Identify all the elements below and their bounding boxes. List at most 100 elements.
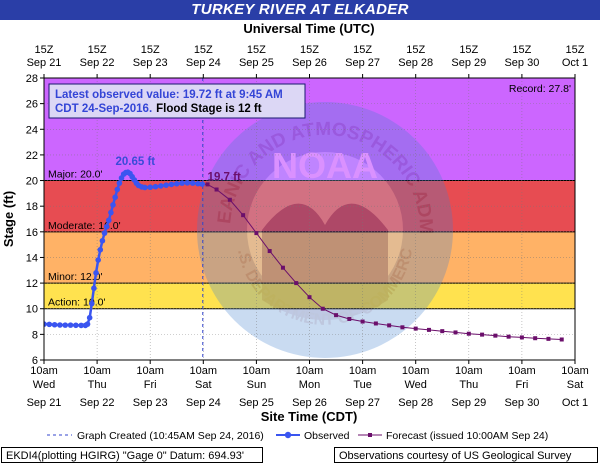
top-tick-time: 15Z — [247, 44, 266, 56]
forecast-point — [453, 330, 458, 335]
bottom-tick-dow: Wed — [33, 379, 55, 391]
bottom-tick-date: Sep 21 — [27, 397, 62, 409]
top-tick-date: Sep 25 — [239, 57, 274, 69]
bottom-tick-time: 10am — [455, 365, 483, 377]
band-label-action: Action: 10.0' — [48, 297, 105, 309]
bottom-tick-time: 10am — [83, 365, 111, 377]
top-tick-date: Sep 24 — [186, 57, 221, 69]
top-tick-date: Sep 27 — [345, 57, 380, 69]
forecast-point — [267, 249, 272, 254]
bottom-tick-time: 10am — [243, 365, 271, 377]
forecast-point — [413, 326, 418, 331]
forecast-point — [506, 334, 511, 339]
forecast-point — [387, 323, 392, 328]
top-tick-time: 15Z — [300, 44, 319, 56]
info-box-frame — [48, 83, 306, 119]
forecast-point — [205, 182, 210, 187]
forecast-point — [493, 333, 498, 338]
forecast-point — [294, 281, 299, 286]
y-tick-label: 12 — [26, 278, 38, 290]
top-axis-label: Universal Time (UTC) — [243, 21, 374, 36]
y-tick-label: 8 — [32, 329, 38, 341]
forecast-series — [200, 182, 564, 342]
y-tick-label: 22 — [26, 150, 38, 162]
annotation-label: 20.65 ft — [116, 156, 156, 168]
forecast-point — [227, 197, 232, 202]
forecast-point — [347, 316, 352, 321]
watermark-inner-circle — [247, 152, 403, 308]
forecast-point — [546, 336, 551, 341]
legend-observed-marker — [284, 431, 292, 439]
chart-title: TURKEY RIVER AT ELKADER — [191, 1, 409, 18]
top-tick-time: 15Z — [353, 44, 372, 56]
bottom-tick-date: Sep 28 — [398, 397, 433, 409]
top-tick-time: 15Z — [141, 44, 160, 56]
bottom-tick-date: Sep 24 — [186, 397, 221, 409]
bottom-tick-date: Sep 25 — [239, 397, 274, 409]
forecast-point — [400, 325, 405, 330]
forecast-point — [334, 313, 339, 318]
band-label-major: Major: 20.0' — [48, 169, 103, 181]
forecast-point — [241, 213, 246, 218]
bottom-tick-time: 10am — [190, 365, 218, 377]
top-tick-time: 15Z — [88, 44, 107, 56]
x-axis-label: Site Time (CDT) — [261, 409, 358, 424]
bottom-tick-dow: Fri — [515, 379, 528, 391]
bottom-tick-dow: Sat — [567, 379, 584, 391]
bottom-tick-date: Sep 26 — [292, 397, 327, 409]
observed-series — [44, 169, 206, 329]
bottom-axis: 10am Wed Sep 21 10am Thu Sep 22 10am Fri Sep 23 1… — [27, 360, 589, 409]
forecast-point — [426, 327, 431, 332]
forecast-point — [280, 265, 285, 270]
info-line-1: Latest observed value: 19.72 ft at 9:45 … — [55, 89, 283, 101]
watermark-outer-circle — [197, 102, 453, 358]
gridlines — [44, 78, 575, 360]
bottom-tick-time: 10am — [30, 365, 58, 377]
top-tick-date: Oct 1 — [562, 57, 588, 69]
legend-created-label: Graph Created (10:45AM Sep 24, 2016) — [77, 430, 264, 442]
top-tick-time: 15Z — [459, 44, 478, 56]
bottom-tick-dow: Sat — [195, 379, 212, 391]
top-tick-time: 15Z — [194, 44, 213, 56]
bottom-tick-time: 10am — [561, 365, 589, 377]
bottom-tick-date: Sep 29 — [451, 397, 486, 409]
annotation-label: 19.7 ft — [208, 171, 241, 183]
y-tick-label: 28 — [26, 73, 38, 85]
band-label-moderate: Moderate: 16.0' — [48, 220, 121, 232]
y-axis: 6 8 10 12 14 16 18 20 22 24 26 28 — [26, 73, 44, 367]
forecast-point — [254, 231, 259, 236]
forecast-point — [533, 336, 538, 341]
latest-value-box: Latest observed value: 19.72 ft at 9:45 … — [48, 83, 306, 119]
forecast-point — [373, 321, 378, 326]
legend-observed-label: Observed — [304, 430, 350, 442]
top-tick-date: Sep 30 — [504, 57, 539, 69]
bottom-tick-date: Sep 27 — [345, 397, 380, 409]
top-tick-date: Sep 21 — [27, 57, 62, 69]
forecast-point — [440, 329, 445, 334]
info-line-2a: CDT 24-Sep-2016. — [55, 103, 152, 115]
bottom-tick-dow: Thu — [88, 379, 107, 391]
forecast-point — [466, 331, 471, 336]
legend-forecast-marker — [368, 433, 372, 437]
source-note: Observations courtesy of US Geological S… — [334, 447, 598, 463]
y-tick-label: 6 — [32, 355, 38, 367]
top-tick-time: 15Z — [35, 44, 54, 56]
bottom-tick-date: Sep 22 — [80, 397, 115, 409]
info-line-2: CDT 24-Sep-2016. Flood Stage is 12 ft — [55, 103, 262, 115]
forecast-point — [480, 332, 485, 337]
top-tick-date: Sep 29 — [451, 57, 486, 69]
forecast-point — [320, 306, 325, 311]
forecast-point — [307, 295, 312, 300]
bottom-tick-dow: Mon — [299, 379, 320, 391]
top-tick-date: Sep 23 — [133, 57, 168, 69]
bottom-tick-date: Sep 23 — [133, 397, 168, 409]
y-tick-label: 24 — [26, 124, 38, 136]
top-tick-time: 15Z — [566, 44, 585, 56]
band-label-minor: Minor: 12.0' — [48, 271, 103, 283]
y-axis-label: Stage (ft) — [1, 191, 16, 247]
y-tick-label: 14 — [26, 252, 38, 264]
forecast-point — [360, 319, 365, 324]
band-label-record: Record: 27.8' — [509, 83, 571, 95]
bottom-tick-time: 10am — [402, 365, 430, 377]
